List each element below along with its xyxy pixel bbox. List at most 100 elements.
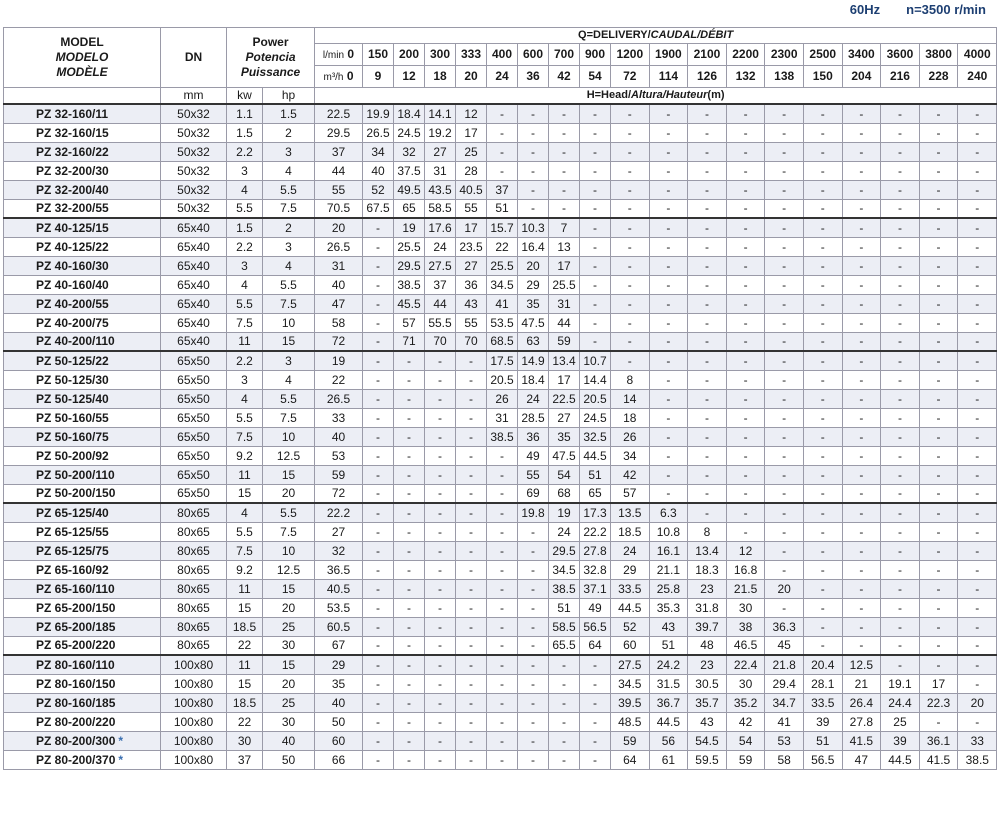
dn-cell: 65x40 — [160, 255, 227, 276]
flow-header: 24 — [486, 65, 518, 88]
head-cell: 57 — [610, 483, 650, 504]
kw-cell: 4 — [226, 179, 263, 200]
head-cell: 34 — [610, 445, 650, 466]
head-cell: - — [918, 464, 959, 485]
head-cell: 19 — [548, 502, 580, 523]
head-cell: 40 — [314, 274, 363, 295]
model-cell: PZ 80-160/150 — [3, 673, 161, 694]
model-name: PZ 32-160/22 — [36, 144, 109, 159]
head-cell: - — [486, 160, 518, 181]
head-cell: 24 — [517, 388, 549, 409]
head-cell: - — [957, 141, 998, 162]
model-cell: PZ 50-125/22 — [3, 350, 161, 371]
head-cell: - — [841, 160, 882, 181]
head-cell: - — [802, 502, 843, 523]
kw-cell: 22 — [226, 711, 263, 732]
head-cell: 17 — [455, 217, 487, 238]
head-cell: - — [841, 559, 882, 580]
head-cell: - — [579, 198, 611, 219]
model-cell: PZ 50-125/40 — [3, 388, 161, 409]
table-row: PZ 80-200/370 * 100x80 37 50 66- - - - - - - -64 61 59… — [3, 749, 998, 770]
head-cell: 21.8 — [764, 654, 804, 675]
head-cell: - — [764, 388, 804, 409]
hp-cell: 3 — [262, 236, 315, 257]
hp-cell: 7.5 — [262, 198, 315, 219]
head-cell: - — [486, 616, 518, 637]
head-cell: - — [802, 274, 843, 295]
head-cell: 21.1 — [648, 559, 689, 580]
head-cell: - — [957, 179, 998, 200]
head-cell: 13.4 — [687, 540, 727, 561]
head-cell: - — [764, 236, 804, 257]
head-cell: - — [687, 122, 727, 143]
model-name: PZ 65-125/75 — [36, 543, 109, 558]
hp-cell: 4 — [262, 255, 315, 276]
head-cell: - — [486, 445, 518, 466]
head-cell: 36 — [517, 426, 549, 447]
table-row: PZ 80-200/300 * 100x80 30 40 60- - - - - - - -59 56 54… — [3, 730, 998, 751]
table-row: PZ 50-125/40 65x50 4 5.5 26.5- - - -26 24 22.5 20.… — [3, 388, 998, 409]
head-cell: 55 — [314, 179, 363, 200]
flow-value: 0 — [347, 46, 355, 61]
head-cell: - — [393, 388, 425, 409]
flow-value: 138 — [774, 69, 795, 83]
head-cell: - — [424, 483, 456, 504]
head-cell: - — [802, 407, 843, 428]
head-cell: 14 — [610, 388, 650, 409]
head-cell: - — [610, 198, 650, 219]
head-cell: - — [725, 274, 766, 295]
head-cell: - — [362, 502, 394, 523]
model-label: MODEL — [60, 35, 104, 49]
hp-cell: 10 — [262, 426, 315, 447]
head-cell: - — [517, 141, 549, 162]
head-cell: 28 — [455, 160, 487, 181]
head-cell: 28.5 — [517, 407, 549, 428]
head-cell: 47 — [314, 293, 363, 314]
flow-value: 20 — [464, 69, 478, 83]
head-cell: 19.9 — [362, 103, 394, 124]
head-cell: - — [362, 312, 394, 333]
head-cell: 20.5 — [579, 388, 611, 409]
head-cell: 43.5 — [424, 179, 456, 200]
flow-header: 54 — [579, 65, 611, 88]
head-cell: - — [918, 179, 959, 200]
head-cell: - — [424, 502, 456, 523]
head-cell: - — [918, 331, 959, 352]
head-cell: 25.8 — [648, 578, 689, 599]
head-cell: - — [918, 160, 959, 181]
head-cell: - — [880, 540, 920, 561]
head-cell: - — [880, 331, 920, 352]
kw-cell: 11 — [226, 654, 263, 675]
head-cell: 34.5 — [610, 673, 650, 694]
head-cell: - — [362, 464, 394, 485]
head-cell: - — [764, 559, 804, 580]
head-cell: - — [486, 540, 518, 561]
head-cell: 22 — [314, 369, 363, 390]
head-cell: - — [455, 540, 487, 561]
model-name: PZ 40-200/110 — [36, 334, 115, 349]
head-cell: - — [841, 597, 882, 618]
head-cell: - — [362, 274, 394, 295]
head-cell: - — [362, 578, 394, 599]
head-cell: - — [517, 540, 549, 561]
head-cell: - — [957, 502, 998, 523]
hp-cell: 7.5 — [262, 293, 315, 314]
hp-cell: 30 — [262, 711, 315, 732]
head-header: H=Head/Altura/Hauteur(m) — [313, 87, 998, 105]
kw-cell: 4 — [226, 274, 263, 295]
table-row: PZ 50-200/150 65x50 15 20 72- - - - -69 68 65 57- - -… — [3, 483, 998, 504]
head-cell: 44 — [424, 293, 456, 314]
kw-cell: 15 — [226, 483, 263, 504]
row-group: PZ 50-125/22 65x50 2.2 3 19- - - -17.5 14.9 13.4 1… — [3, 350, 998, 504]
head-cell: - — [880, 179, 920, 200]
head-cell: - — [486, 464, 518, 485]
head-cell: - — [725, 255, 766, 276]
head-cell: - — [957, 217, 998, 238]
flow-value: 12 — [402, 69, 416, 83]
head-cell: - — [802, 540, 843, 561]
head-cell: - — [841, 236, 882, 257]
head-cell: - — [841, 464, 882, 485]
head-cell: 36.3 — [764, 616, 804, 637]
head-cell: - — [455, 426, 487, 447]
head-cell: 32.5 — [579, 426, 611, 447]
